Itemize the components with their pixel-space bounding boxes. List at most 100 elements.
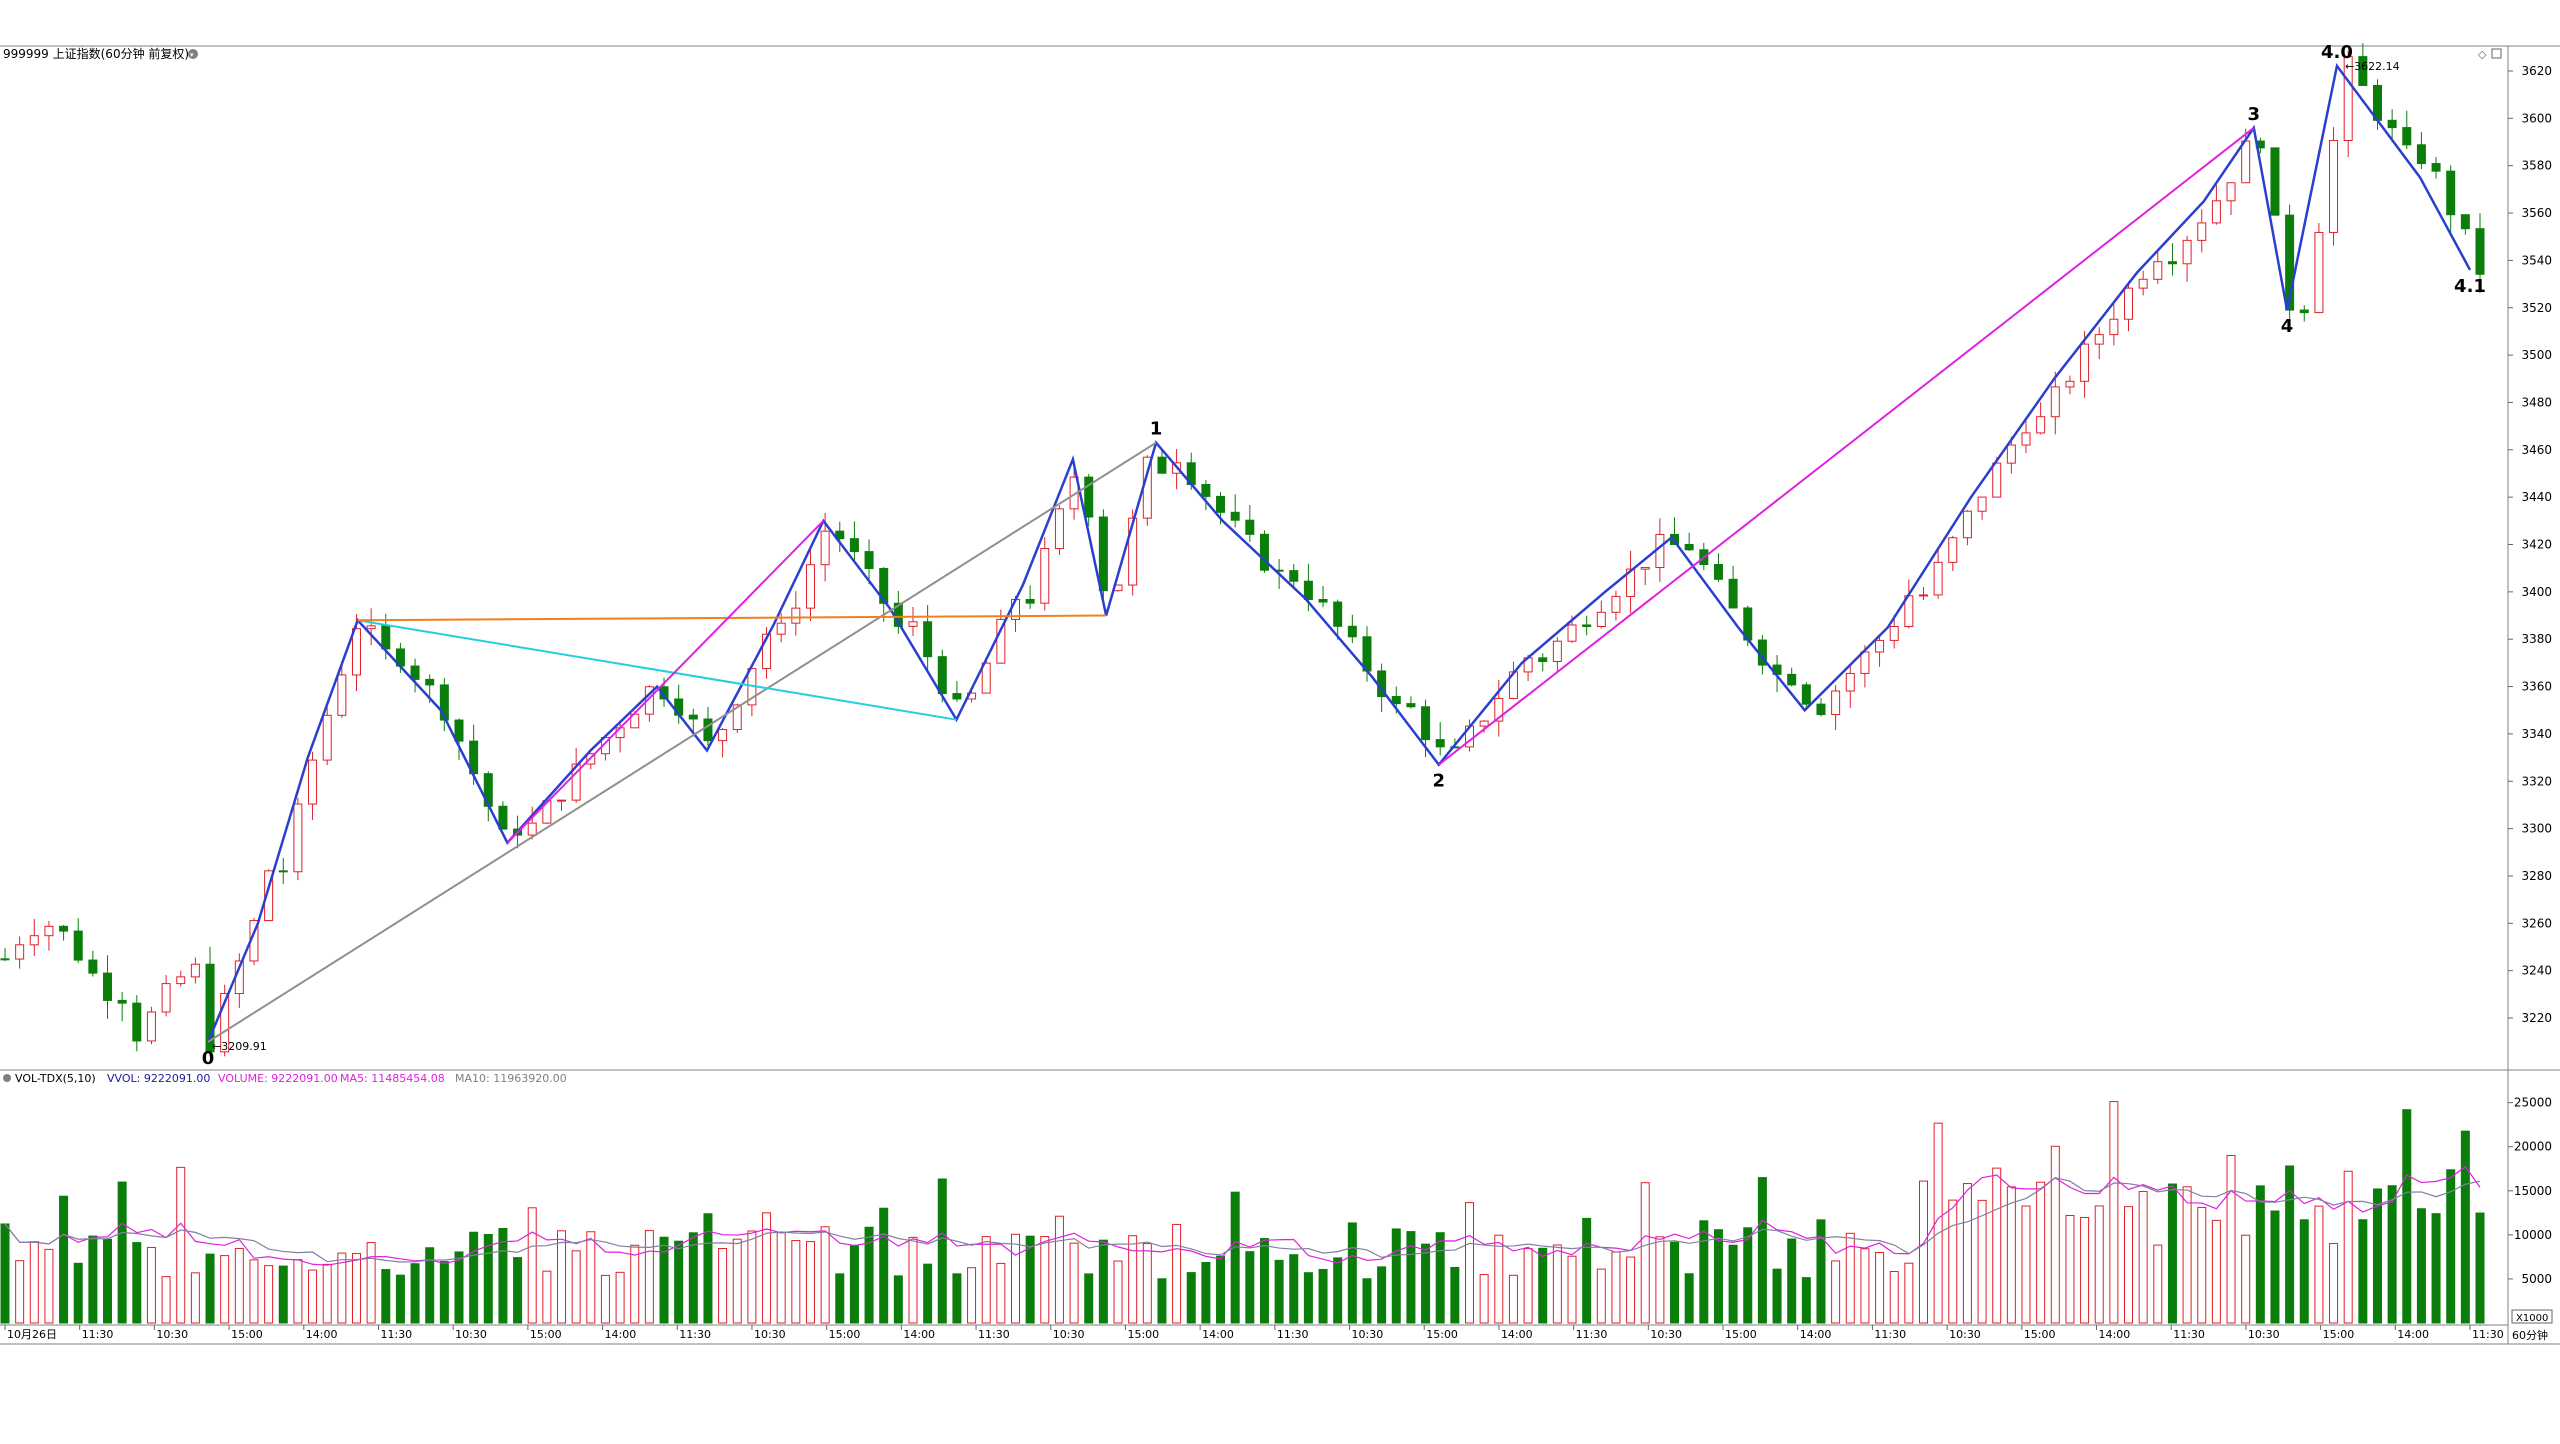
volume-bar: [2211, 1219, 2221, 1324]
price-tick-label: 3340: [2521, 727, 2552, 741]
volume-bar: [2182, 1186, 2192, 1324]
candle-body: [2387, 119, 2397, 129]
volume-bar: [366, 1242, 376, 1324]
volume-bar: [425, 1247, 435, 1324]
volume-bar: [1801, 1277, 1811, 1324]
time-tick-label: 14:00: [306, 1328, 338, 1341]
candle-body: [15, 944, 25, 960]
volume-bar: [2080, 1217, 2090, 1324]
candle-body: [2167, 261, 2177, 265]
volume-bar: [483, 1233, 493, 1324]
candle-body: [73, 930, 83, 961]
volume-bar: [190, 1272, 200, 1324]
volume-bar: [659, 1236, 669, 1324]
price-axis: 3620 3600 3580 3560 3540 3520 3500 3480 3460 3440…: [2508, 64, 2552, 1025]
volume-bar: [1450, 1266, 1460, 1324]
wave-zigzag-line: [206, 62, 2472, 1043]
panel-control-icons[interactable]: ◇: [2478, 48, 2502, 61]
volume-bar: [1362, 1278, 1372, 1324]
ma5-value: MA5: 11485454.08: [340, 1072, 445, 1085]
time-tick-label: 11:30: [2173, 1328, 2205, 1341]
volume-bar: [103, 1238, 113, 1324]
volume-unit-box: X1000: [2511, 1309, 2553, 1324]
price-tick-label: 3600: [2521, 111, 2552, 125]
candle-body: [1084, 476, 1094, 518]
volume-bar: [762, 1212, 772, 1324]
volume-unit: X1000: [2516, 1313, 2548, 1324]
volume-bar: [2270, 1210, 2280, 1324]
volume-bar: [879, 1207, 889, 1324]
volume-bar: [351, 1253, 361, 1324]
volume-bar: [937, 1178, 947, 1324]
time-tick-label: 15:00: [2024, 1328, 2056, 1341]
volume-bar: [1377, 1266, 1387, 1324]
time-tick-label: 14:00: [903, 1328, 935, 1341]
time-tick-label: 14:00: [1800, 1328, 1832, 1341]
volume-bar: [2431, 1213, 2441, 1324]
volume-bar: [278, 1265, 288, 1324]
volume-bar: [805, 1241, 815, 1324]
candle-body: [103, 972, 113, 1001]
candle-body: [644, 686, 654, 715]
volume-bar: [732, 1238, 742, 1324]
candle-body: [2446, 170, 2456, 216]
volume-bar: [1713, 1229, 1723, 1324]
volume-bar: [688, 1232, 698, 1324]
volume-bar: [1860, 1248, 1870, 1324]
volume-bar: [1186, 1272, 1196, 1324]
volume-bar: [1757, 1177, 1767, 1324]
svg-text:◇: ◇: [2478, 48, 2487, 61]
price-tick-label: 3520: [2521, 301, 2552, 315]
candle-body: [2475, 228, 2485, 275]
volume-bar: [0, 1223, 10, 1324]
candle-body: [410, 665, 420, 680]
wave-label-1: 1: [1150, 419, 1163, 440]
candle-body: [1157, 456, 1167, 474]
volume-bar: [1479, 1274, 1489, 1324]
candle-body: [2080, 343, 2090, 382]
candle-body: [322, 714, 332, 761]
volume-bar: [2372, 1188, 2382, 1324]
candle-body: [1421, 706, 1431, 741]
candle-body: [791, 607, 801, 624]
candle-body: [2153, 261, 2163, 280]
candle-body: [366, 625, 376, 630]
info-circle-icon[interactable]: ▾: [188, 49, 198, 59]
volume-bar: [1098, 1239, 1108, 1324]
trend-line-magenta-2: [1438, 127, 2255, 766]
candle-body: [2065, 380, 2075, 388]
time-tick-label: 14:00: [1501, 1328, 1533, 1341]
volume-bar: [1831, 1260, 1841, 1324]
candle-body: [2021, 432, 2031, 446]
volume-bar: [2226, 1155, 2236, 1324]
wave-label-4-0: 4.0: [2321, 42, 2353, 63]
candle-body: [29, 935, 39, 946]
volume-bar: [2065, 1214, 2075, 1324]
volume-bar: [952, 1273, 962, 1324]
period-label: 60分钟: [2512, 1328, 2548, 1342]
candle-body: [1787, 673, 1797, 686]
candle-body: [1933, 561, 1943, 596]
candle-body: [1391, 696, 1401, 705]
price-tick-label: 3420: [2521, 538, 2552, 552]
wave-label-0: 0: [202, 1048, 215, 1069]
time-tick-label: 11:30: [2472, 1328, 2504, 1341]
time-tick-label: 14:00: [2099, 1328, 2131, 1341]
volume-bar: [29, 1241, 39, 1324]
volume-bar: [1728, 1244, 1738, 1324]
candle-body: [1655, 533, 1665, 569]
volume-bar: [410, 1263, 420, 1324]
volume-bar: [893, 1275, 903, 1324]
candle-body: [1875, 639, 1885, 653]
volume-bar: [967, 1267, 977, 1324]
candle-body: [1962, 510, 1972, 539]
candle-body: [1098, 516, 1108, 592]
candle-body: [2285, 214, 2295, 311]
candle-body: [1054, 508, 1064, 550]
volume-bar: [2314, 1205, 2324, 1324]
volume-bar: [1157, 1278, 1167, 1324]
volume-bar: [864, 1226, 874, 1324]
price-tick-label: 3580: [2521, 159, 2552, 173]
candle-body: [1318, 598, 1328, 603]
